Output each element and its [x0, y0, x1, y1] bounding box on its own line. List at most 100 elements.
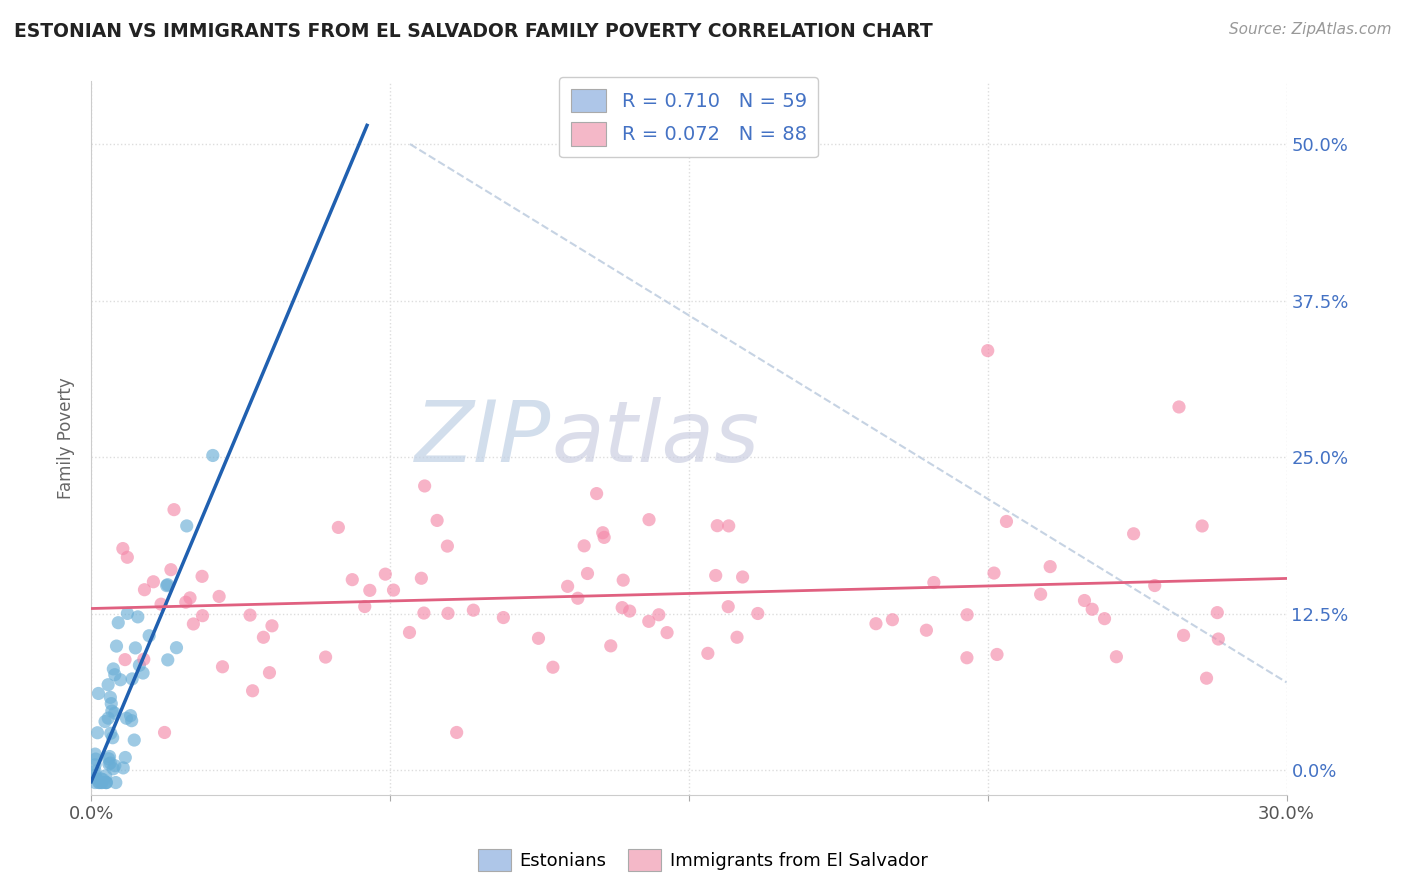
Point — [105, 639, 128, 653]
Point — [121, 714, 143, 728]
Point — [104, 758, 127, 772]
Point — [132, 652, 155, 666]
Point — [1029, 587, 1052, 601]
Point — [717, 519, 740, 533]
Legend: R = 0.710   N = 59, R = 0.072   N = 88: R = 0.710 N = 59, R = 0.072 N = 88 — [560, 77, 818, 157]
Point — [411, 571, 433, 585]
Point — [176, 519, 198, 533]
Point — [84, 747, 107, 761]
Point — [412, 606, 434, 620]
Point — [101, 731, 124, 745]
Point — [983, 566, 1005, 580]
Text: atlas: atlas — [551, 397, 759, 480]
Point — [103, 662, 125, 676]
Point — [156, 653, 179, 667]
Point — [1094, 612, 1116, 626]
Point — [84, 768, 107, 782]
Point — [359, 583, 381, 598]
Point — [104, 706, 127, 720]
Point — [120, 708, 142, 723]
Point — [557, 579, 579, 593]
Point — [315, 650, 337, 665]
Point — [576, 566, 599, 581]
Point — [90, 772, 112, 786]
Point — [89, 775, 111, 789]
Point — [437, 607, 460, 621]
Point — [426, 513, 449, 527]
Point — [593, 530, 616, 544]
Point — [84, 752, 107, 766]
Point — [706, 518, 728, 533]
Point — [956, 650, 979, 665]
Point — [655, 625, 678, 640]
Y-axis label: Family Poverty: Family Poverty — [58, 377, 75, 500]
Point — [413, 479, 436, 493]
Point — [174, 595, 197, 609]
Point — [239, 608, 262, 623]
Point — [132, 666, 155, 681]
Point — [612, 600, 634, 615]
Point — [986, 648, 1008, 662]
Point — [112, 761, 135, 775]
Point — [1173, 628, 1195, 642]
Point — [86, 725, 108, 739]
Point — [97, 711, 120, 725]
Point — [160, 563, 183, 577]
Point — [153, 725, 176, 739]
Point — [191, 608, 214, 623]
Point — [94, 775, 117, 789]
Point — [328, 520, 350, 534]
Point — [1081, 602, 1104, 616]
Point — [599, 639, 621, 653]
Point — [142, 574, 165, 589]
Point — [163, 502, 186, 516]
Point — [100, 697, 122, 711]
Point — [121, 672, 143, 686]
Point — [353, 599, 375, 614]
Point — [91, 772, 114, 787]
Point — [1208, 632, 1230, 646]
Point — [100, 690, 122, 705]
Point — [704, 568, 727, 582]
Point — [94, 775, 117, 789]
Point — [110, 673, 132, 687]
Point — [638, 513, 661, 527]
Point — [208, 590, 231, 604]
Point — [585, 486, 607, 500]
Point — [527, 632, 550, 646]
Point — [1073, 593, 1095, 607]
Point — [1143, 578, 1166, 592]
Point — [87, 686, 110, 700]
Point — [260, 619, 283, 633]
Point — [97, 757, 120, 772]
Point — [446, 725, 468, 739]
Point — [156, 579, 179, 593]
Point — [191, 569, 214, 583]
Point — [865, 616, 887, 631]
Point — [956, 607, 979, 622]
Legend: Estonians, Immigrants from El Salvador: Estonians, Immigrants from El Salvador — [471, 842, 935, 879]
Point — [201, 449, 224, 463]
Text: ZIP: ZIP — [415, 397, 551, 480]
Point — [882, 613, 904, 627]
Point — [94, 769, 117, 783]
Point — [977, 343, 1000, 358]
Point — [1191, 519, 1213, 533]
Point — [463, 603, 485, 617]
Point — [259, 665, 281, 680]
Point — [1168, 400, 1191, 414]
Point — [1206, 606, 1229, 620]
Point — [1039, 559, 1062, 574]
Point — [696, 646, 718, 660]
Point — [166, 640, 188, 655]
Point — [619, 604, 641, 618]
Point — [104, 667, 127, 681]
Point — [725, 630, 748, 644]
Point — [98, 756, 121, 770]
Point — [84, 775, 107, 789]
Point — [124, 640, 146, 655]
Point — [122, 733, 145, 747]
Point — [374, 567, 396, 582]
Point — [117, 607, 139, 621]
Point — [115, 711, 138, 725]
